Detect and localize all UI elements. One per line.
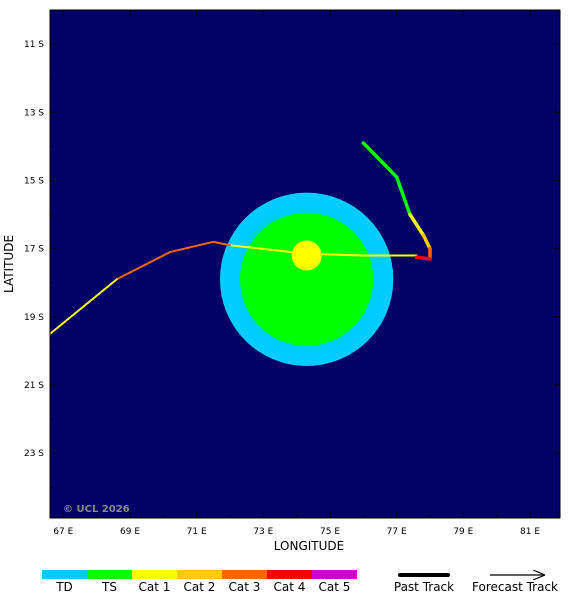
plot-frame bbox=[49, 9, 561, 519]
y-tick-label: 23 S bbox=[24, 449, 44, 459]
legend-label-cat4: Cat 4 bbox=[274, 580, 306, 594]
x-tick-label: 77 E bbox=[387, 527, 407, 537]
legend-label-td: TD bbox=[55, 580, 73, 594]
legend-swatch-cat1 bbox=[132, 570, 177, 579]
x-tick-label: 67 E bbox=[53, 527, 73, 537]
y-tick-label: 11 S bbox=[24, 40, 44, 50]
past-track-segment bbox=[361, 141, 399, 179]
forecast-track-segment bbox=[50, 278, 118, 335]
forecast-track-segment bbox=[212, 240, 231, 247]
x-tick-label: 79 E bbox=[453, 527, 473, 537]
axes: 67 E 69 E 71 E 73 E 75 E 77 E 79 E 81 E 11 S 13 S… bbox=[24, 9, 560, 537]
y-tick-label: 19 S bbox=[24, 313, 44, 323]
past-track-segment bbox=[421, 233, 432, 251]
legend-swatch-cat3 bbox=[222, 570, 267, 579]
x-axis-title: LONGITUDE bbox=[274, 539, 344, 553]
wind-field bbox=[220, 192, 394, 367]
category-color-bar bbox=[42, 570, 357, 579]
forecast-track-segment bbox=[229, 244, 308, 255]
x-tick-label: 75 E bbox=[320, 527, 340, 537]
legend: TD TS Cat 1 Cat 2 Cat 3 Cat 4 Cat 5 Past Track… bbox=[42, 570, 558, 594]
legend-swatch-cat4 bbox=[267, 570, 312, 579]
legend-label-cat5: Cat 5 bbox=[319, 580, 351, 594]
legend-label-cat1: Cat 1 bbox=[139, 580, 171, 594]
legend-swatch-td bbox=[42, 570, 87, 579]
legend-swatch-cat2 bbox=[177, 570, 222, 579]
y-tick-label: 17 S bbox=[24, 245, 44, 255]
cat1-wind-radius bbox=[291, 240, 322, 271]
legend-label-cat2: Cat 2 bbox=[184, 580, 216, 594]
x-tick-label: 73 E bbox=[253, 527, 273, 537]
storm-tracks bbox=[50, 141, 432, 335]
forecast-track-segment bbox=[305, 252, 365, 257]
ts-wind-radius bbox=[240, 212, 374, 347]
forecast-track-segment bbox=[169, 240, 215, 254]
y-tick-label: 13 S bbox=[24, 108, 44, 118]
legend-label-cat3: Cat 3 bbox=[229, 580, 261, 594]
legend-label-ts: TS bbox=[101, 580, 117, 594]
forecast-track-label: Forecast Track bbox=[472, 580, 558, 594]
legend-swatch-cat5 bbox=[312, 570, 357, 579]
x-tick-label: 69 E bbox=[120, 527, 140, 537]
past-track-label: Past Track bbox=[394, 580, 454, 594]
legend-swatch-ts bbox=[87, 570, 132, 579]
y-tick-label: 21 S bbox=[24, 381, 44, 391]
x-tick-label: 71 E bbox=[187, 527, 207, 537]
y-axis-title: LATITUDE bbox=[2, 235, 16, 293]
copyright-text: © UCL 2026 bbox=[63, 504, 130, 515]
x-tick-label: 81 E bbox=[520, 527, 540, 537]
category-labels: TD TS Cat 1 Cat 2 Cat 3 Cat 4 Cat 5 bbox=[55, 580, 350, 594]
past-track-segment bbox=[408, 212, 426, 237]
y-tick-label: 15 S bbox=[24, 176, 44, 186]
past-track-segment bbox=[394, 175, 412, 217]
past-track-segment bbox=[414, 255, 432, 261]
forecast-track-segment bbox=[115, 251, 171, 281]
